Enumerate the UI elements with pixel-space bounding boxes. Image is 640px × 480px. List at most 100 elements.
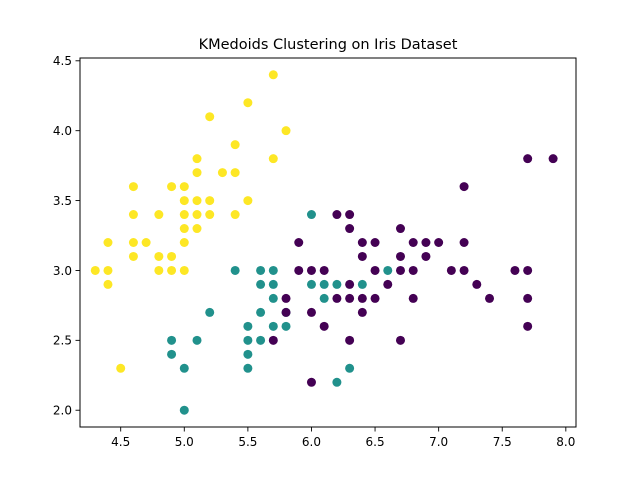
y-tick-label: 2.0	[53, 404, 72, 418]
data-point-cluster-0-10	[154, 210, 164, 220]
data-point-cluster-1-29	[383, 265, 393, 275]
data-point-cluster-2-14	[345, 279, 355, 289]
data-point-cluster-2-42	[523, 154, 533, 164]
data-point-cluster-2-7	[306, 377, 316, 387]
data-point-cluster-2-32	[421, 238, 431, 247]
x-tick-label: 5.0	[175, 435, 194, 449]
x-tick-label: 4.5	[111, 435, 130, 449]
data-point-cluster-1-13	[256, 307, 266, 317]
data-point-cluster-1-18	[268, 321, 278, 331]
y-tick-label: 3.0	[53, 264, 72, 278]
data-point-cluster-0-14	[167, 251, 177, 261]
data-point-cluster-1-15	[268, 265, 278, 275]
data-point-cluster-1-27	[345, 363, 355, 373]
data-point-cluster-2-23	[370, 293, 380, 303]
data-point-cluster-0-9	[141, 238, 151, 247]
data-point-cluster-2-16	[345, 335, 355, 345]
x-tick-label: 6.5	[366, 435, 385, 449]
data-point-cluster-2-33	[421, 251, 431, 261]
data-point-cluster-2-1	[281, 293, 291, 303]
data-point-cluster-2-46	[548, 154, 558, 164]
data-point-cluster-0-35	[243, 196, 253, 206]
data-point-cluster-0-27	[205, 112, 215, 122]
y-tick-label: 2.5	[53, 334, 72, 348]
data-point-cluster-0-33	[230, 210, 240, 220]
data-point-cluster-2-20	[357, 307, 367, 317]
data-point-cluster-0-32	[230, 168, 240, 178]
data-point-cluster-2-18	[357, 251, 367, 261]
data-point-cluster-1-26	[332, 377, 342, 387]
data-point-cluster-1-24	[319, 293, 329, 303]
data-point-cluster-0-17	[179, 196, 189, 206]
data-point-cluster-0-26	[192, 224, 202, 234]
data-point-cluster-0-2	[103, 279, 113, 289]
data-point-cluster-0-5	[128, 182, 138, 192]
data-point-cluster-1-28	[357, 279, 367, 289]
plot-frame	[79, 57, 577, 428]
data-point-cluster-1-20	[281, 321, 291, 331]
data-point-cluster-2-4	[294, 265, 304, 275]
data-point-cluster-2-36	[459, 182, 469, 192]
y-tick-label: 4.5	[53, 54, 72, 68]
x-tick-label: 8.0	[556, 435, 575, 449]
data-point-cluster-0-11	[154, 251, 164, 261]
data-point-cluster-2-24	[383, 279, 393, 289]
data-point-cluster-0-28	[205, 196, 215, 206]
data-point-cluster-2-10	[332, 210, 342, 220]
data-point-cluster-2-43	[523, 265, 533, 275]
data-point-cluster-0-3	[103, 238, 113, 247]
data-point-cluster-2-27	[395, 265, 405, 275]
data-point-cluster-2-40	[485, 293, 495, 303]
data-point-cluster-0-0	[90, 265, 100, 275]
data-point-cluster-1-16	[268, 279, 278, 289]
data-point-cluster-1-1	[167, 349, 177, 359]
data-point-cluster-2-6	[306, 307, 316, 317]
data-point-cluster-2-26	[395, 251, 405, 261]
data-point-cluster-1-23	[319, 279, 329, 289]
data-point-cluster-0-8	[128, 251, 138, 261]
data-point-cluster-2-5	[306, 265, 316, 275]
y-tick-label: 4.0	[53, 124, 72, 138]
x-tick-label: 7.0	[429, 435, 448, 449]
data-point-cluster-1-0	[167, 335, 177, 345]
data-point-cluster-2-0	[268, 335, 278, 345]
data-point-cluster-2-21	[370, 238, 380, 247]
x-tick-label: 7.5	[493, 435, 512, 449]
data-point-cluster-1-25	[332, 279, 342, 289]
data-point-cluster-1-17	[268, 293, 278, 303]
data-point-cluster-2-25	[395, 224, 405, 234]
data-point-cluster-2-28	[395, 335, 405, 345]
data-point-cluster-0-30	[217, 168, 227, 178]
data-point-cluster-0-20	[179, 238, 189, 247]
data-point-cluster-2-29	[408, 238, 418, 247]
data-point-cluster-2-44	[523, 293, 533, 303]
data-point-cluster-2-35	[446, 265, 456, 275]
data-point-cluster-1-9	[243, 349, 253, 359]
data-point-cluster-2-2	[281, 307, 291, 317]
data-point-cluster-1-21	[306, 210, 316, 220]
data-point-cluster-0-34	[243, 98, 253, 108]
data-point-cluster-1-11	[256, 265, 266, 275]
data-point-cluster-0-6	[128, 210, 138, 220]
data-point-cluster-2-9	[319, 321, 329, 331]
data-point-cluster-0-19	[179, 224, 189, 234]
data-point-cluster-2-13	[345, 224, 355, 234]
data-point-cluster-2-41	[510, 265, 520, 275]
data-point-cluster-0-38	[281, 126, 291, 136]
data-point-cluster-2-38	[459, 265, 469, 275]
data-point-cluster-0-13	[167, 182, 177, 192]
data-point-cluster-0-16	[179, 182, 189, 192]
data-point-cluster-1-6	[230, 265, 240, 275]
data-point-cluster-0-21	[179, 265, 189, 275]
data-point-cluster-2-34	[434, 238, 444, 247]
data-point-cluster-0-31	[230, 140, 240, 150]
data-point-cluster-1-22	[306, 279, 316, 289]
data-point-cluster-2-17	[357, 238, 367, 247]
data-point-cluster-1-2	[179, 363, 189, 373]
data-point-cluster-2-45	[523, 321, 533, 331]
data-point-cluster-1-12	[256, 279, 266, 289]
data-point-cluster-0-1	[103, 265, 113, 275]
data-point-cluster-0-18	[179, 210, 189, 220]
x-tick-label: 6.0	[302, 435, 321, 449]
